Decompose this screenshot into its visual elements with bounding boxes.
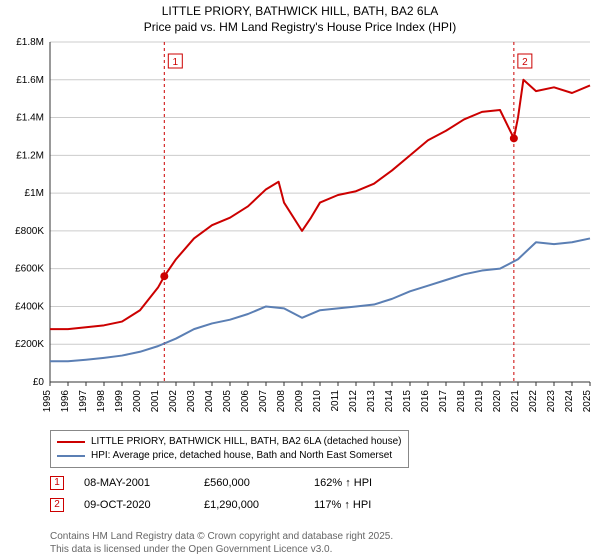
- footer-attribution: Contains HM Land Registry data © Crown c…: [50, 531, 393, 556]
- svg-text:£1M: £1M: [25, 188, 44, 199]
- legend-label-price: LITTLE PRIORY, BATHWICK HILL, BATH, BA2 …: [91, 435, 402, 449]
- sale-pct-1: 162% ↑ HPI: [314, 477, 414, 489]
- title-line-2: Price paid vs. HM Land Registry's House …: [0, 20, 600, 36]
- svg-text:2016: 2016: [420, 390, 431, 413]
- sale-row-1: 1 08-MAY-2001 £560,000 162% ↑ HPI: [50, 476, 414, 490]
- legend-label-hpi: HPI: Average price, detached house, Bath…: [91, 449, 392, 463]
- svg-text:2024: 2024: [564, 390, 575, 413]
- chart-area: £0£200K£400K£600K£800K£1M£1.2M£1.4M£1.6M…: [50, 42, 590, 422]
- legend-swatch-hpi: [57, 455, 85, 457]
- svg-text:2015: 2015: [402, 390, 413, 413]
- legend: LITTLE PRIORY, BATHWICK HILL, BATH, BA2 …: [50, 430, 409, 468]
- svg-text:2: 2: [522, 57, 528, 68]
- svg-text:2014: 2014: [384, 390, 395, 413]
- svg-text:£600K: £600K: [15, 264, 44, 275]
- svg-text:1998: 1998: [96, 390, 107, 413]
- svg-text:£1.2M: £1.2M: [16, 150, 44, 161]
- svg-text:2011: 2011: [330, 390, 341, 412]
- legend-item-price: LITTLE PRIORY, BATHWICK HILL, BATH, BA2 …: [57, 435, 402, 449]
- svg-text:2025: 2025: [582, 390, 593, 413]
- svg-text:£1.8M: £1.8M: [16, 37, 44, 48]
- sale-price-1: £560,000: [204, 477, 294, 489]
- svg-text:2018: 2018: [456, 390, 467, 413]
- svg-text:2022: 2022: [528, 390, 539, 413]
- svg-text:1999: 1999: [114, 390, 125, 413]
- svg-text:2004: 2004: [204, 390, 215, 413]
- sale-marker-1: 1: [50, 476, 64, 490]
- sale-date-1: 08-MAY-2001: [84, 477, 184, 489]
- svg-text:2019: 2019: [474, 390, 485, 413]
- svg-text:2003: 2003: [186, 390, 197, 413]
- svg-text:£400K: £400K: [15, 301, 44, 312]
- legend-swatch-price: [57, 441, 85, 443]
- svg-text:£200K: £200K: [15, 339, 44, 350]
- chart-title: LITTLE PRIORY, BATHWICK HILL, BATH, BA2 …: [0, 0, 600, 35]
- svg-text:2023: 2023: [546, 390, 557, 413]
- footer-line-2: This data is licensed under the Open Gov…: [50, 544, 393, 557]
- svg-text:£800K: £800K: [15, 226, 44, 237]
- svg-text:2013: 2013: [366, 390, 377, 413]
- svg-text:2012: 2012: [348, 390, 359, 413]
- svg-text:2020: 2020: [492, 390, 503, 413]
- svg-text:2017: 2017: [438, 390, 449, 413]
- legend-item-hpi: HPI: Average price, detached house, Bath…: [57, 449, 402, 463]
- svg-text:1995: 1995: [42, 390, 53, 413]
- sale-pct-2: 117% ↑ HPI: [314, 499, 414, 511]
- svg-text:2008: 2008: [276, 390, 287, 413]
- title-line-1: LITTLE PRIORY, BATHWICK HILL, BATH, BA2 …: [0, 4, 600, 20]
- svg-text:2006: 2006: [240, 390, 251, 413]
- sale-row-2: 2 09-OCT-2020 £1,290,000 117% ↑ HPI: [50, 498, 414, 512]
- line-chart: £0£200K£400K£600K£800K£1M£1.2M£1.4M£1.6M…: [50, 42, 590, 422]
- svg-text:1997: 1997: [78, 390, 89, 413]
- svg-text:£0: £0: [33, 377, 45, 388]
- sale-marker-2: 2: [50, 498, 64, 512]
- svg-text:2001: 2001: [150, 390, 161, 413]
- sale-date-2: 09-OCT-2020: [84, 499, 184, 511]
- svg-text:2010: 2010: [312, 390, 323, 413]
- svg-text:£1.4M: £1.4M: [16, 113, 44, 124]
- svg-text:£1.6M: £1.6M: [16, 75, 44, 86]
- svg-text:2021: 2021: [510, 390, 521, 413]
- svg-text:1996: 1996: [60, 390, 71, 413]
- svg-text:2002: 2002: [168, 390, 179, 413]
- svg-text:1: 1: [173, 57, 179, 68]
- svg-text:2000: 2000: [132, 390, 143, 413]
- svg-text:2007: 2007: [258, 390, 269, 413]
- svg-text:2005: 2005: [222, 390, 233, 413]
- sale-price-2: £1,290,000: [204, 499, 294, 511]
- svg-text:2009: 2009: [294, 390, 305, 413]
- footer-line-1: Contains HM Land Registry data © Crown c…: [50, 531, 393, 544]
